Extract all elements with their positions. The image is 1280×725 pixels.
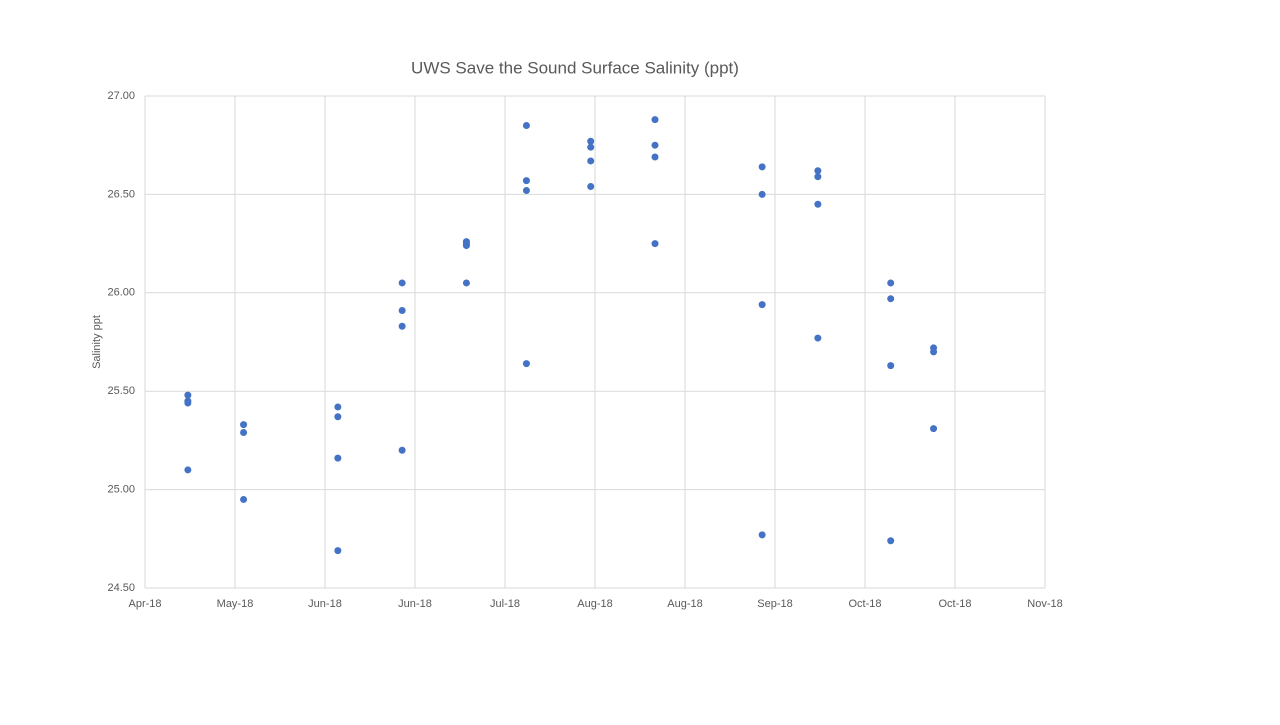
point (651, 240, 659, 248)
point (587, 143, 595, 151)
point (814, 200, 822, 208)
point (651, 141, 659, 149)
point (930, 425, 938, 433)
y-tick-label: 26.00 (107, 287, 135, 299)
x-tick-label: May-18 (217, 598, 254, 610)
chart-title: UWS Save the Sound Surface Salinity (ppt… (411, 58, 739, 77)
point (758, 301, 766, 309)
point (758, 163, 766, 171)
point (651, 116, 659, 124)
x-tick-label: Oct-18 (848, 598, 881, 610)
point (587, 157, 595, 165)
point (462, 279, 470, 287)
point (184, 391, 192, 399)
point (334, 547, 342, 555)
point (522, 177, 530, 185)
point (587, 137, 595, 145)
point (398, 307, 406, 315)
point (184, 399, 192, 407)
x-tick-label: Sep-18 (757, 598, 792, 610)
point (522, 360, 530, 368)
point (887, 295, 895, 303)
point (184, 466, 192, 474)
point (814, 173, 822, 181)
x-tick-label: Jul-18 (490, 598, 520, 610)
x-tick-label: Jun-18 (308, 598, 342, 610)
point (758, 531, 766, 539)
point (240, 495, 248, 503)
point (398, 322, 406, 330)
point (887, 279, 895, 287)
point (758, 190, 766, 198)
point (651, 153, 659, 161)
point (887, 362, 895, 370)
point (398, 279, 406, 287)
y-tick-label: 26.50 (107, 188, 135, 200)
y-tick-label: 27.00 (107, 90, 135, 102)
y-axis-label: Salinity ppt (91, 315, 103, 369)
point (398, 446, 406, 454)
x-tick-label: Nov-18 (1027, 598, 1062, 610)
point (814, 167, 822, 175)
point (887, 537, 895, 545)
point (334, 454, 342, 462)
x-tick-label: Aug-18 (577, 598, 612, 610)
y-tick-label: 25.00 (107, 484, 135, 496)
point (814, 334, 822, 342)
point (462, 242, 470, 250)
x-tick-label: Aug-18 (667, 598, 702, 610)
point (522, 122, 530, 130)
point (334, 403, 342, 411)
point (334, 413, 342, 421)
point (240, 429, 248, 437)
x-tick-label: Apr-18 (128, 598, 161, 610)
y-tick-label: 25.50 (107, 385, 135, 397)
x-tick-label: Oct-18 (938, 598, 971, 610)
y-tick-label: 24.50 (107, 582, 135, 594)
point (240, 421, 248, 429)
point (587, 183, 595, 191)
point (930, 348, 938, 356)
point (522, 186, 530, 194)
x-tick-label: Jun-18 (398, 598, 432, 610)
